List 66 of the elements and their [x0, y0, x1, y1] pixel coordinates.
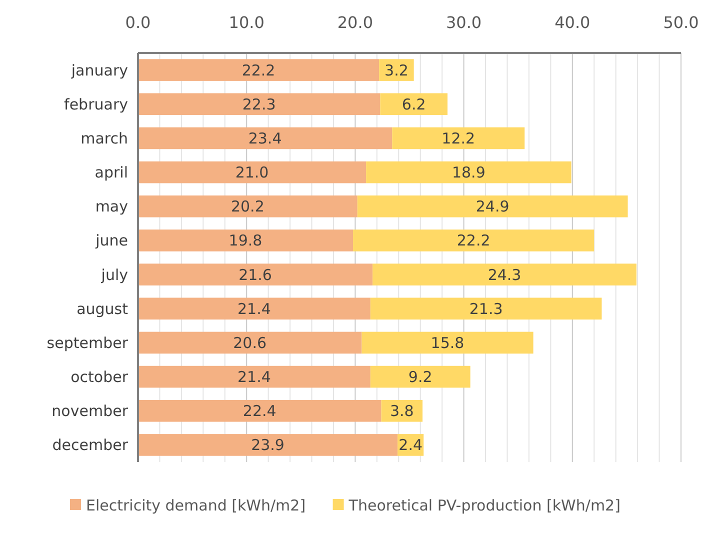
y-tick-label: january	[70, 61, 128, 80]
bar	[138, 298, 370, 320]
data-label: 22.3	[242, 95, 276, 114]
y-tick-label: february	[64, 95, 128, 114]
y-tick-label: may	[95, 198, 128, 216]
data-label: 21.4	[238, 300, 271, 318]
data-label: 20.2	[230, 198, 264, 216]
bar	[138, 434, 398, 456]
data-label: 2.4	[398, 436, 423, 454]
data-label: 21.4	[238, 368, 271, 386]
bar	[138, 59, 380, 81]
x-tick-label: 30.0	[446, 13, 482, 32]
y-tick-label: april	[94, 164, 128, 182]
x-tick-label: 10.0	[228, 13, 264, 32]
data-label: 24.3	[488, 266, 522, 284]
data-label: 20.6	[233, 334, 267, 352]
bar	[366, 161, 572, 184]
y-tick-label: october	[70, 368, 129, 386]
y-tick-label: december	[52, 436, 129, 454]
bar	[138, 93, 380, 116]
y-tick-label: july	[100, 266, 128, 284]
data-label: 23.9	[251, 436, 284, 454]
y-tick-label: september	[46, 334, 129, 352]
bar	[379, 59, 414, 81]
data-label: 6.2	[402, 95, 426, 114]
x-tick-label: 40.0	[554, 13, 590, 32]
bar	[138, 400, 382, 422]
bar	[138, 264, 373, 286]
x-tick-label: 20.0	[337, 13, 374, 32]
data-label: 9.2	[408, 368, 432, 386]
y-tick-label: november	[52, 402, 129, 420]
bar	[370, 298, 602, 320]
data-label: 12.2	[442, 129, 476, 148]
legend-label: Theoretical PV-production [kWh/m2]	[348, 496, 620, 514]
y-tick-label: june	[94, 232, 128, 250]
x-tick-label: 0.0	[125, 13, 151, 32]
bar	[138, 127, 392, 150]
data-label: 23.4	[248, 129, 282, 148]
data-label: 22.2	[456, 232, 490, 250]
bar	[138, 161, 366, 184]
x-tick-label: 50.0	[663, 13, 699, 32]
data-label: 21.0	[235, 164, 269, 182]
data-label: 22.4	[242, 402, 276, 420]
bar	[353, 230, 594, 252]
bar	[138, 332, 362, 354]
data-label: 21.6	[238, 266, 272, 284]
bar	[370, 366, 470, 388]
bar	[392, 127, 525, 150]
legend-label: Electricity demand [kWh/m2]	[86, 496, 306, 514]
bar	[362, 332, 534, 354]
data-label: 24.9	[476, 198, 510, 216]
data-label: 3.2	[384, 61, 408, 80]
data-label: 21.3	[469, 300, 503, 318]
bar	[138, 366, 370, 388]
data-label: 15.8	[430, 334, 464, 352]
data-label: 22.2	[242, 61, 276, 80]
data-label: 18.9	[452, 164, 486, 182]
bar	[138, 230, 354, 252]
bar	[357, 195, 628, 218]
bar	[372, 264, 636, 286]
y-tick-label: march	[80, 129, 128, 148]
data-label: 19.8	[228, 232, 262, 250]
bar	[138, 195, 358, 218]
y-tick-label: august	[76, 300, 128, 318]
bar	[380, 93, 448, 116]
data-label: 3.8	[390, 402, 414, 420]
